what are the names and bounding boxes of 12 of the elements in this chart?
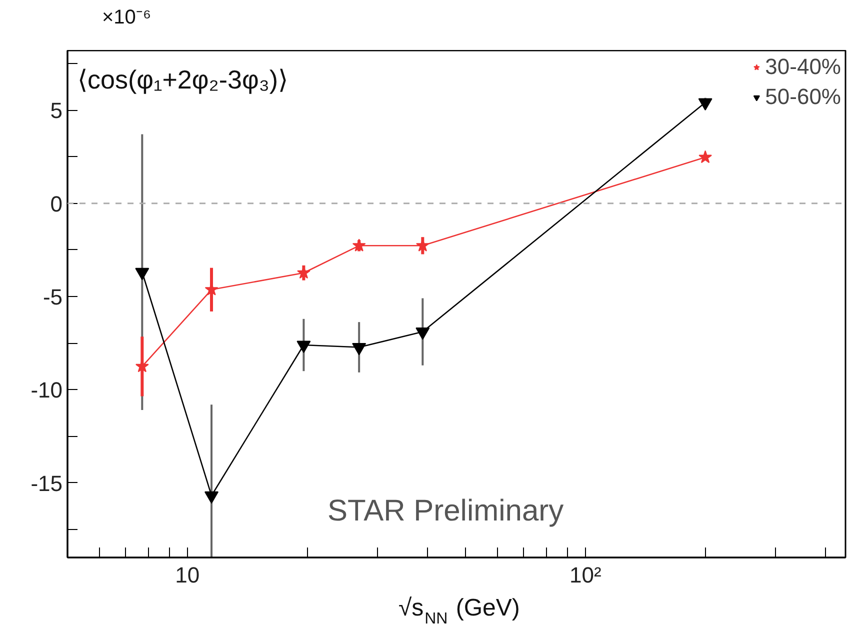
y-tick-label: 5 bbox=[50, 98, 63, 124]
y-tick-label: -15 bbox=[30, 470, 62, 496]
y-tick-label: 0 bbox=[50, 191, 63, 216]
y-axis-title: ⟨cos(φ₁+2φ₂-3φ₃)⟩ bbox=[78, 64, 288, 94]
x-tick-label: 10 bbox=[175, 562, 200, 588]
text: ×10⁻⁶ bbox=[102, 6, 152, 28]
y-tick-label: -10 bbox=[30, 378, 62, 403]
legend-label: 50-60% bbox=[765, 84, 841, 110]
legend-label: 30-40% bbox=[765, 54, 841, 80]
x-tick-label: 10² bbox=[570, 562, 602, 588]
y-tick-label: -5 bbox=[42, 284, 62, 310]
annotation: STAR Preliminary bbox=[328, 494, 564, 528]
